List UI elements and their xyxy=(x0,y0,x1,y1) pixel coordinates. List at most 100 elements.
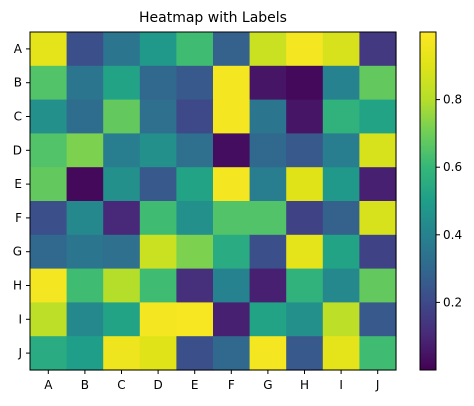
heatmap-cell-h-e xyxy=(176,268,214,303)
heatmap-cell-g-j xyxy=(359,234,397,270)
heatmap-cell-c-j xyxy=(359,99,397,134)
heatmap-cell-g-e xyxy=(176,234,214,270)
heatmap-cell-a-j xyxy=(359,32,397,67)
colorbar-tick-label-1: 0.4 xyxy=(443,228,462,242)
heatmap-cell-g-f xyxy=(213,234,251,270)
y-tick-label-i: I xyxy=(18,312,22,326)
heatmap-cell-b-j xyxy=(359,65,397,101)
heatmap-cell-e-g xyxy=(249,167,287,202)
heatmap-cell-j-d xyxy=(139,336,177,371)
heatmap-cell-e-e xyxy=(176,167,214,202)
colorbar: 0.2 0.4 0.6 0.8 xyxy=(419,31,462,371)
heatmap-cell-c-g xyxy=(249,99,287,134)
heatmap-cell-b-e xyxy=(176,65,214,101)
heatmap-cell-e-a xyxy=(30,167,68,202)
heatmap-cell-c-b xyxy=(66,99,104,134)
heatmap-cell-h-f xyxy=(213,268,251,303)
plot-frame xyxy=(29,31,397,371)
heatmap-cell-e-i xyxy=(322,167,360,202)
colorbar-tick-label-3: 0.8 xyxy=(443,93,462,107)
heatmap-cell-b-d xyxy=(139,65,177,101)
y-tick-label-h: H xyxy=(13,279,22,293)
heatmap-cell-d-i xyxy=(322,133,360,168)
heatmap-cell-j-a xyxy=(30,336,68,371)
heatmap-cell-f-c xyxy=(103,201,141,236)
heatmap-cell-a-f xyxy=(213,32,251,67)
heatmap-cell-b-a xyxy=(30,65,68,101)
heatmap-cell-i-b xyxy=(66,302,104,337)
heatmap-cell-a-h xyxy=(286,32,324,67)
x-tick-label-f: F xyxy=(228,378,235,392)
x-axis-ticks: A B C D E F G H I J xyxy=(44,370,379,392)
heatmap-cell-d-c xyxy=(103,133,141,168)
x-tick-label-c: C xyxy=(117,378,125,392)
chart-title: Heatmap with Labels xyxy=(139,10,287,26)
heatmap-cell-i-i xyxy=(322,302,360,337)
y-tick-label-c: C xyxy=(14,110,22,124)
heatmap-cell-f-g xyxy=(249,201,287,236)
heatmap-cell-d-j xyxy=(359,133,397,168)
heatmap-cell-e-j xyxy=(359,167,397,202)
heatmap-cell-i-d xyxy=(139,302,177,337)
y-tick-label-j: J xyxy=(17,346,22,360)
heatmap-cell-f-i xyxy=(322,201,360,236)
heatmap-cell-d-b xyxy=(66,133,104,168)
heatmap-cell-h-i xyxy=(322,268,360,303)
heatmap-cell-d-d xyxy=(139,133,177,168)
heatmap-cell-g-g xyxy=(249,234,287,270)
colorbar-tick-label-2: 0.6 xyxy=(443,160,462,174)
heatmap-cell-f-b xyxy=(66,201,104,236)
heatmap-cell-j-e xyxy=(176,336,214,371)
heatmap-cell-d-g xyxy=(249,133,287,168)
heatmap-cell-d-e xyxy=(176,133,214,168)
y-axis-ticks: A B C D E F G H I J xyxy=(13,42,30,360)
heatmap-cell-j-f xyxy=(213,336,251,371)
heatmap-cell-c-h xyxy=(286,99,324,134)
y-tick-label-a: A xyxy=(14,42,23,56)
heatmap-cell-i-j xyxy=(359,302,397,337)
heatmap-cell-h-d xyxy=(139,268,177,303)
heatmap-cell-c-d xyxy=(139,99,177,134)
heatmap-cell-e-b xyxy=(66,167,104,202)
heatmap-cell-g-b xyxy=(66,234,104,270)
heatmap-cell-h-b xyxy=(66,268,104,303)
heatmap-cell-d-a xyxy=(30,133,68,168)
x-tick-label-h: H xyxy=(300,378,309,392)
heatmap-cell-e-h xyxy=(286,167,324,202)
heatmap-cell-c-c xyxy=(103,99,141,134)
heatmap-cell-g-c xyxy=(103,234,141,270)
y-tick-label-g: G xyxy=(13,245,22,259)
heatmap-cell-c-e xyxy=(176,99,214,134)
heatmap-cell-b-i xyxy=(322,65,360,101)
colorbar-tick-label-0: 0.2 xyxy=(443,295,462,309)
heatmap-cell-a-c xyxy=(103,32,141,67)
y-tick-label-b: B xyxy=(14,76,22,90)
heatmap-cell-h-h xyxy=(286,268,324,303)
heatmap-cell-h-a xyxy=(30,268,68,303)
heatmap-cell-g-d xyxy=(139,234,177,270)
heatmap-cell-f-d xyxy=(139,201,177,236)
x-tick-label-g: G xyxy=(263,378,272,392)
heatmap-cell-i-e xyxy=(176,302,214,337)
heatmap-cell-a-b xyxy=(66,32,104,67)
heatmap-cell-f-h xyxy=(286,201,324,236)
heatmap-cell-f-j xyxy=(359,201,397,236)
heatmap-cell-d-f xyxy=(213,133,251,168)
heatmap-cell-g-a xyxy=(30,234,68,270)
heatmap-cell-i-g xyxy=(249,302,287,337)
x-tick-label-d: D xyxy=(153,378,162,392)
heatmap-cell-j-i xyxy=(322,336,360,371)
heatmap-cell-h-g xyxy=(249,268,287,303)
colorbar-gradient xyxy=(419,31,437,371)
y-tick-label-e: E xyxy=(14,177,22,191)
heatmap-cell-a-i xyxy=(322,32,360,67)
heatmap-cell-e-d xyxy=(139,167,177,202)
heatmap-cell-f-e xyxy=(176,201,214,236)
heatmap-cell-g-i xyxy=(322,234,360,270)
heatmap-cell-a-d xyxy=(139,32,177,67)
heatmap-cell-c-a xyxy=(30,99,68,134)
heatmap-cell-b-f xyxy=(213,65,251,101)
y-tick-label-f: F xyxy=(15,211,22,225)
